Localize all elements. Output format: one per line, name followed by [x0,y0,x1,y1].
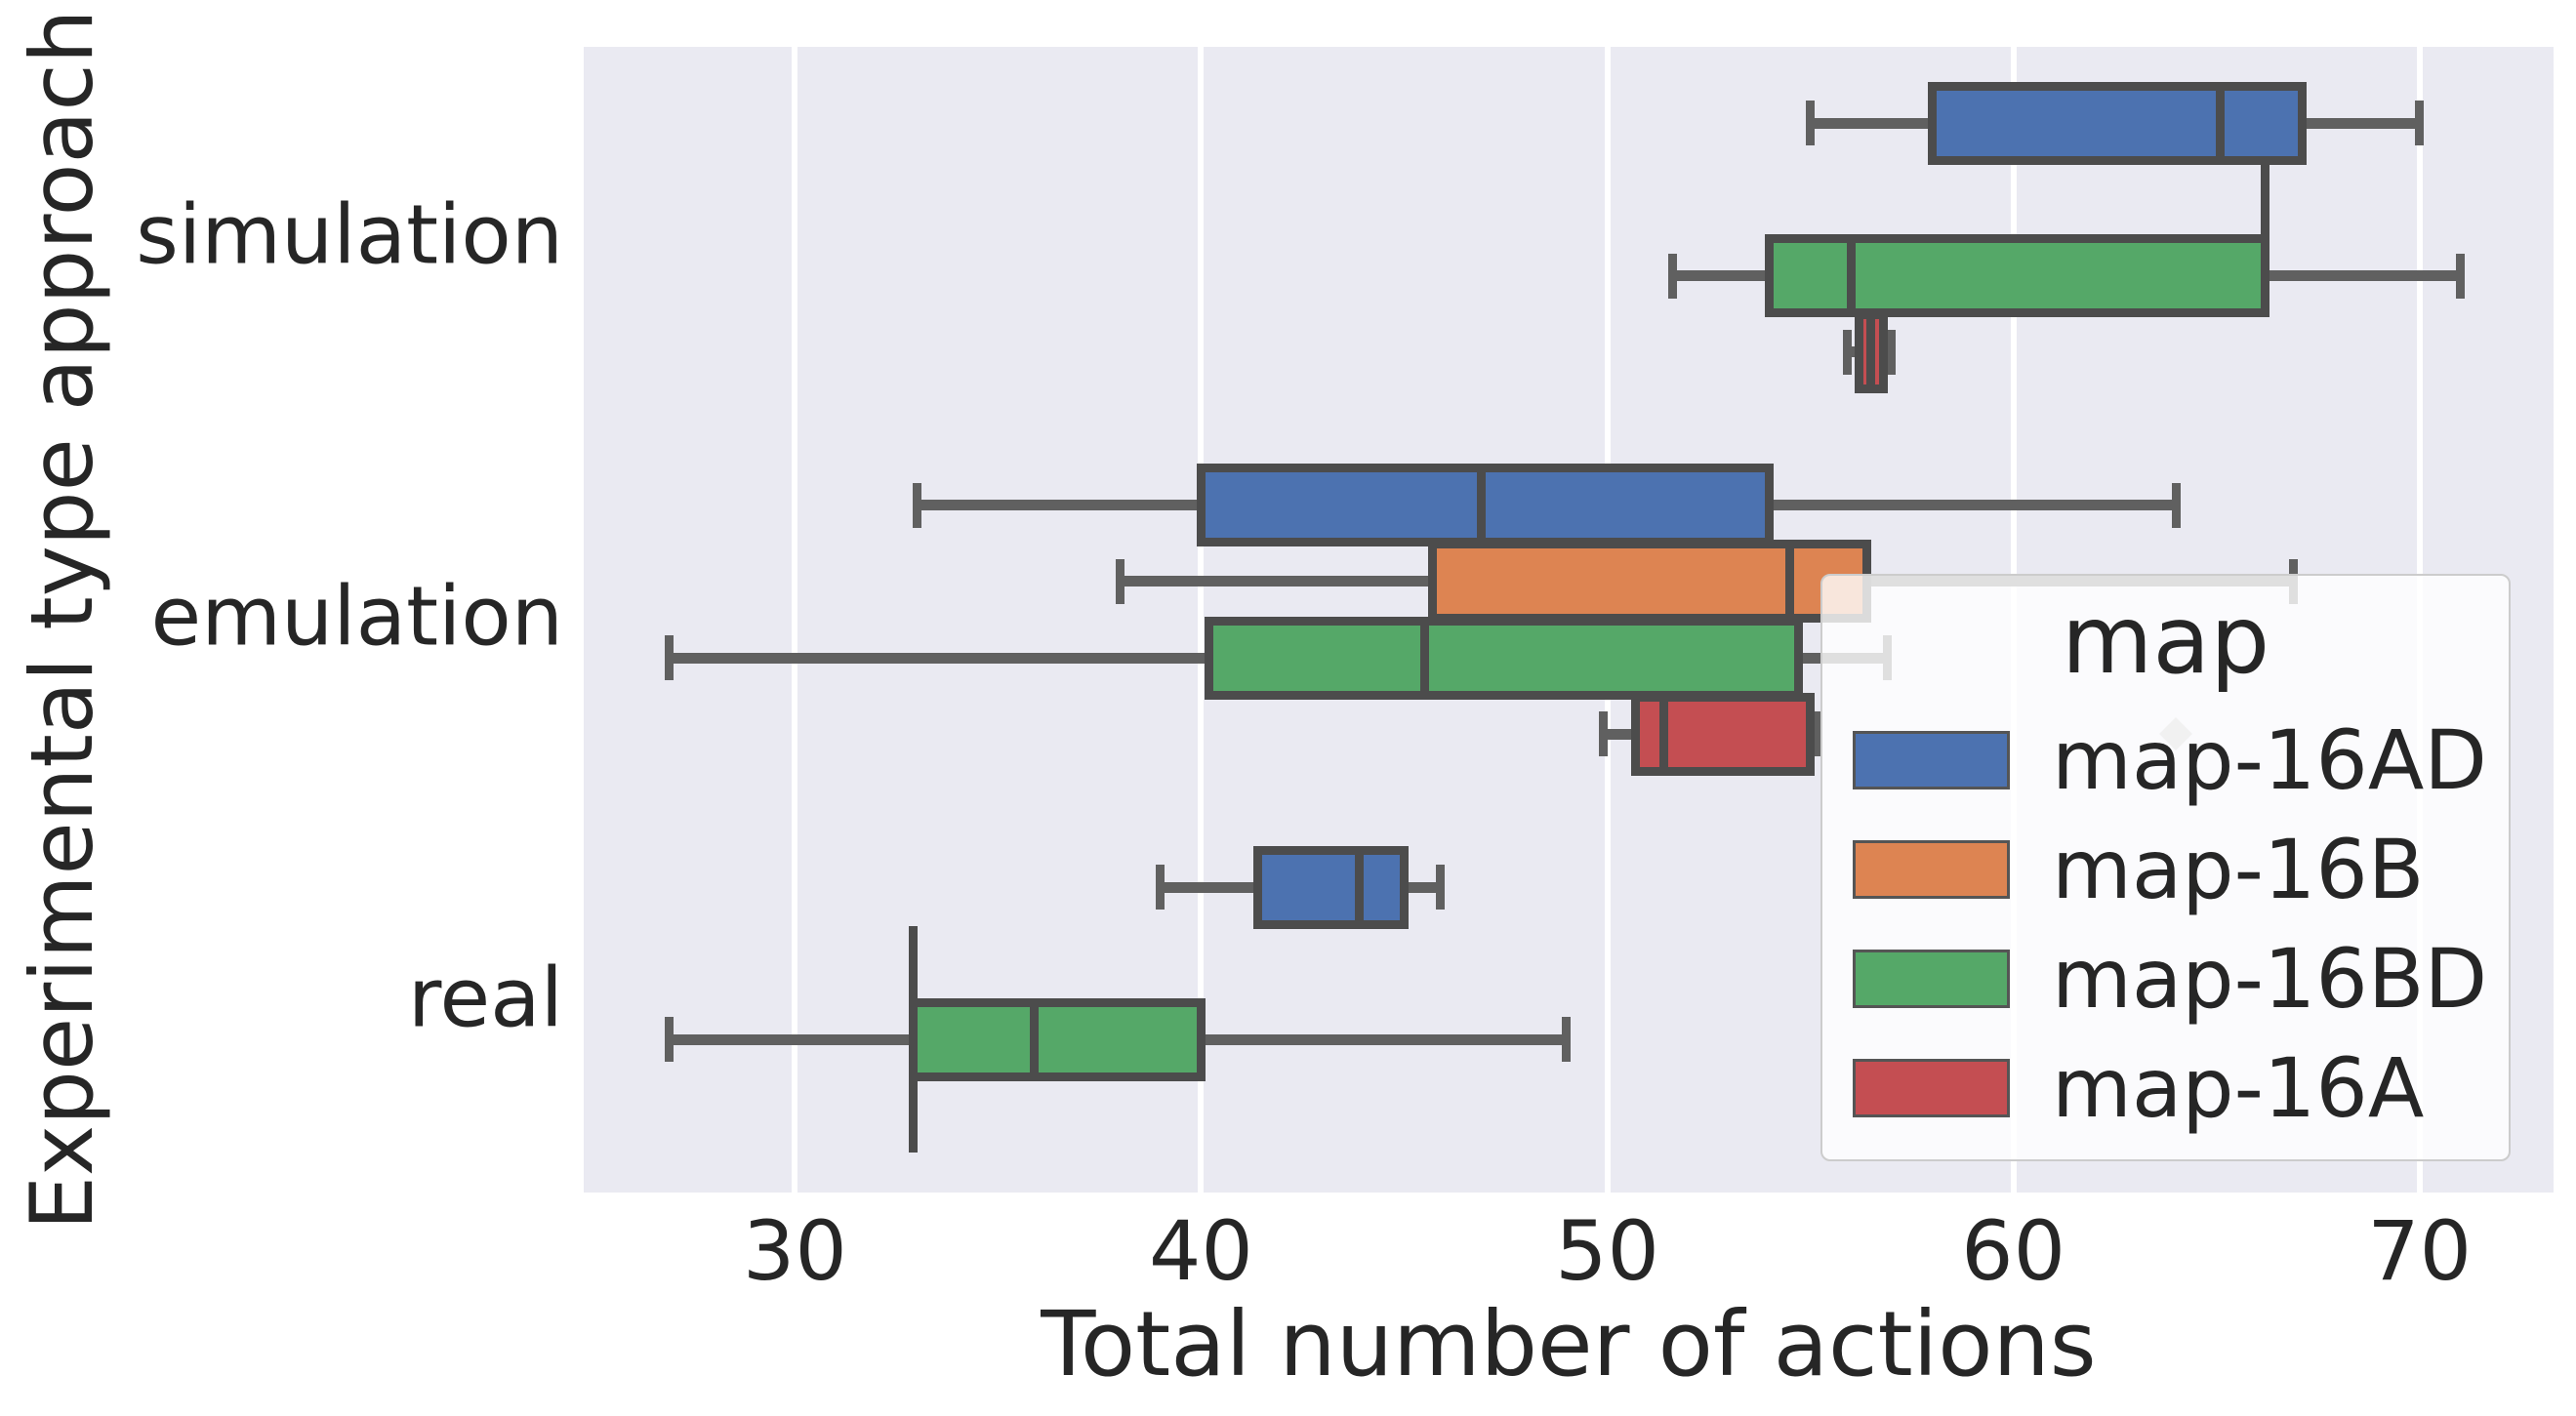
whisker-cap-low-real-map-16AD [1156,865,1165,910]
median-real-map-16BD [1030,1002,1040,1077]
whisker-cap-low-emulation-map-16A [1598,711,1608,757]
whisker-high-real-map-16AD [1400,881,1441,893]
median-simulation-map-16BD [1846,238,1856,313]
box-emulation-map-16BD [1205,616,1803,700]
whisker-cap-high-simulation-map-16BD [2455,253,2465,299]
whisker-high-simulation-map-16AD [2298,117,2420,129]
whisker-cap-high-simulation-map-16A [1887,329,1897,375]
whisker-high-simulation-map-16BD [2261,270,2461,282]
legend-entry-map-16BD: map-16BD [1853,938,2487,1020]
legend-swatch-map-16B [1853,840,2010,899]
legend-label-map-16A: map-16A [2052,1040,2425,1136]
whisker-cap-low-simulation-map-16AD [1806,101,1816,146]
whisker-low-emulation-map-16BD [669,652,1213,664]
x-tick-label-70: 70 [2367,1203,2473,1299]
median-emulation-map-16A [1659,697,1669,772]
x-tick-label-60: 60 [1961,1203,2066,1299]
median-simulation-map-16AD [2216,86,2226,161]
whisker-low-emulation-map-16B [1120,576,1437,587]
artifact-edge-line-real [908,926,918,1153]
gridline-x-30 [792,47,798,1193]
legend-label-map-16BD: map-16BD [2052,931,2488,1027]
x-axis-label: Total number of actions [1041,1292,2097,1396]
gridline-x-40 [1198,47,1205,1193]
legend-entry-map-16A: map-16A [1853,1047,2424,1129]
whisker-low-simulation-map-16AD [1810,117,1937,129]
whisker-low-emulation-map-16AD [917,500,1206,511]
whisker-low-emulation-map-16A [1603,728,1640,740]
box-emulation-map-16B [1428,540,1872,624]
whisker-high-emulation-map-16AD [1765,500,2177,511]
y-category-label-real: real [407,950,563,1046]
whisker-cap-low-emulation-map-16B [1115,558,1124,604]
box-simulation-map-16AD [1927,81,2307,165]
legend-swatch-map-16BD [1853,950,2010,1008]
x-tick-label-30: 30 [742,1203,847,1299]
whisker-low-real-map-16BD [669,1033,918,1045]
whisker-cap-low-real-map-16BD [664,1017,674,1063]
whisker-cap-high-emulation-map-16A [1814,711,1823,757]
legend-entry-map-16B: map-16B [1853,829,2424,910]
x-tick-label-50: 50 [1555,1203,1659,1299]
legend-entry-map-16AD: map-16AD [1853,719,2487,801]
whisker-cap-high-real-map-16BD [1562,1017,1572,1063]
median-real-map-16AD [1355,850,1365,925]
legend-label-map-16AD: map-16AD [2052,712,2487,808]
whisker-high-real-map-16BD [1197,1033,1567,1045]
whisker-cap-high-emulation-map-16AD [2171,482,2181,528]
legend-swatch-map-16AD [1853,731,2010,789]
x-tick-label-40: 40 [1148,1203,1253,1299]
whisker-low-real-map-16AD [1160,881,1262,893]
box-simulation-map-16BD [1765,234,2270,318]
median-simulation-map-16A [1866,314,1876,389]
y-category-label-emulation: emulation [150,568,563,665]
whisker-cap-high-real-map-16AD [1436,865,1446,910]
whisker-cap-low-simulation-map-16A [1842,329,1852,375]
box-real-map-16AD [1253,845,1409,929]
median-emulation-map-16BD [1419,621,1429,696]
whisker-cap-low-simulation-map-16BD [1667,253,1677,299]
median-emulation-map-16B [1785,544,1795,619]
legend-swatch-map-16A [1853,1059,2010,1117]
artifact-connector-simulation [2261,160,2270,239]
box-real-map-16BD [908,997,1206,1081]
legend-title: map [2061,586,2270,695]
whisker-cap-high-simulation-map-16AD [2415,101,2425,146]
whisker-low-simulation-map-16BD [1672,270,1774,282]
y-category-label-simulation: simulation [136,186,563,283]
legend: map map-16AD map-16B map-16BD map-16A [1820,574,2511,1161]
whisker-cap-low-emulation-map-16AD [912,482,921,528]
legend-label-map-16B: map-16B [2052,822,2425,917]
median-emulation-map-16AD [1477,467,1487,543]
whisker-cap-low-emulation-map-16BD [664,635,674,681]
